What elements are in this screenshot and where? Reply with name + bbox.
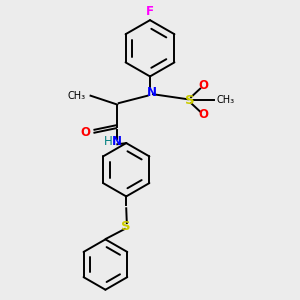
Text: O: O <box>81 126 91 139</box>
Text: S: S <box>185 94 195 106</box>
Text: N: N <box>112 135 122 148</box>
Text: S: S <box>122 220 131 232</box>
Text: H: H <box>104 135 112 148</box>
Text: CH₃: CH₃ <box>217 95 235 105</box>
Text: O: O <box>198 79 208 92</box>
Text: O: O <box>198 108 208 122</box>
Text: CH₃: CH₃ <box>68 91 86 101</box>
Text: F: F <box>146 5 154 18</box>
Text: N: N <box>146 86 157 99</box>
